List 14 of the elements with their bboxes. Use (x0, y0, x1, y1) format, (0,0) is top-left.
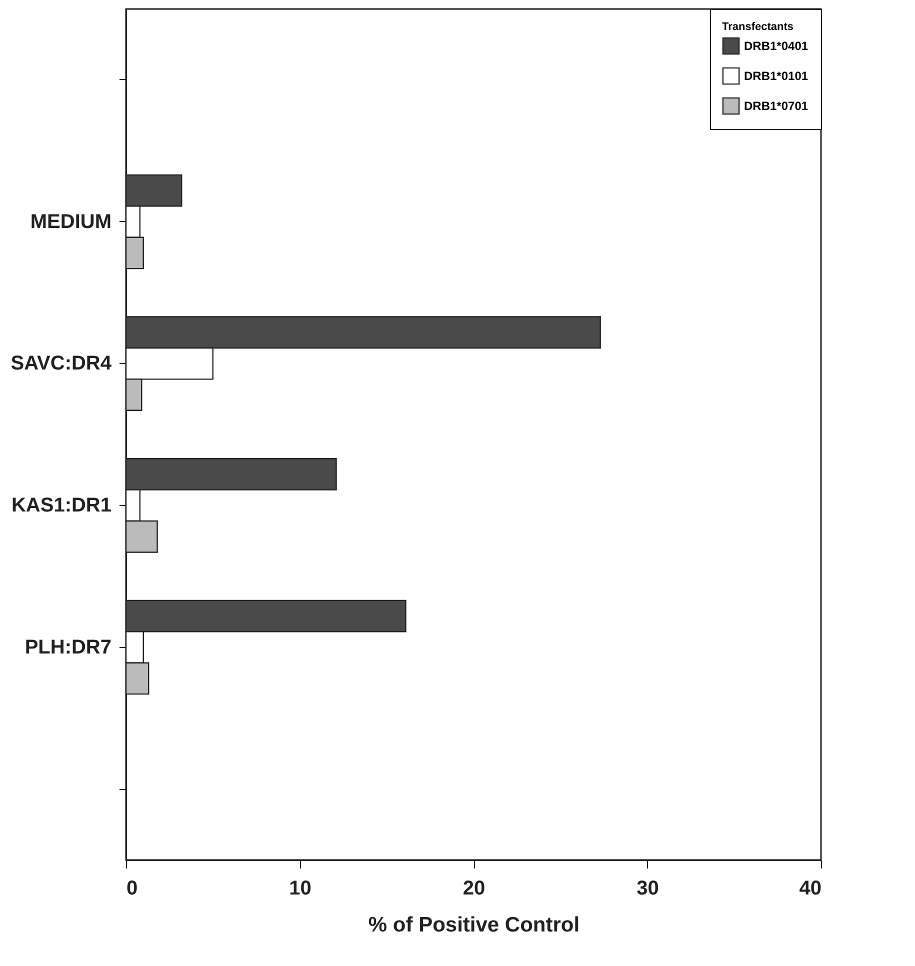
x-tick-label: 20 (462, 878, 486, 900)
y-tick-label: SAVC:DR4 (10, 352, 112, 375)
legend-label: DRB1*0401 (744, 39, 808, 53)
legend-label: DRB1*0701 (744, 99, 808, 113)
legend-label: DRB1*0101 (744, 69, 808, 83)
y-tick-label: KAS1:DR1 (11, 494, 112, 516)
x-tick-label: 30 (636, 878, 659, 900)
y-tick-label: PLH:DR7 (24, 636, 112, 658)
x-tick-label: 10 (289, 878, 312, 900)
y-tick-label: MEDIUM (30, 210, 112, 233)
legend-title: Transfectants (722, 21, 794, 33)
x-tick-label: 40 (799, 878, 822, 900)
x-axis-title: % of Positive Control (368, 914, 580, 936)
x-tick-label: 0 (126, 878, 138, 900)
